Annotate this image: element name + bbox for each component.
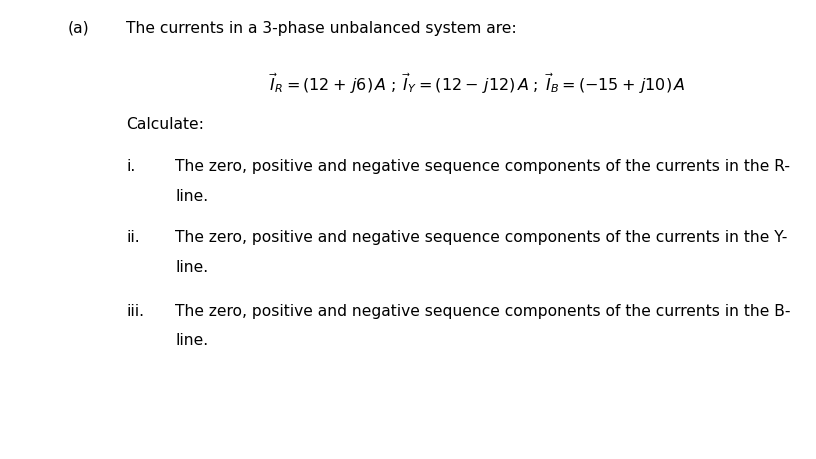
Text: Calculate:: Calculate: [126,117,204,132]
Text: line.: line. [175,259,209,274]
Text: The zero, positive and negative sequence components of the currents in the R-: The zero, positive and negative sequence… [175,158,791,174]
Text: line.: line. [175,333,209,348]
Text: ii.: ii. [126,230,140,245]
Text: The currents in a 3-phase unbalanced system are:: The currents in a 3-phase unbalanced sys… [126,21,517,36]
Text: The zero, positive and negative sequence components of the currents in the Y-: The zero, positive and negative sequence… [175,230,787,245]
Text: The zero, positive and negative sequence components of the currents in the B-: The zero, positive and negative sequence… [175,303,791,318]
Text: $\vec{I}_R = (12 + \,j6)\,A\;;\;\vec{I}_Y = (12 - \,j12)\,A\;;\;\vec{I}_B = (-15: $\vec{I}_R = (12 + \,j6)\,A\;;\;\vec{I}_… [269,71,686,95]
Text: i.: i. [126,158,135,174]
Text: iii.: iii. [126,303,144,318]
Text: (a): (a) [68,21,90,36]
Text: line.: line. [175,188,209,203]
